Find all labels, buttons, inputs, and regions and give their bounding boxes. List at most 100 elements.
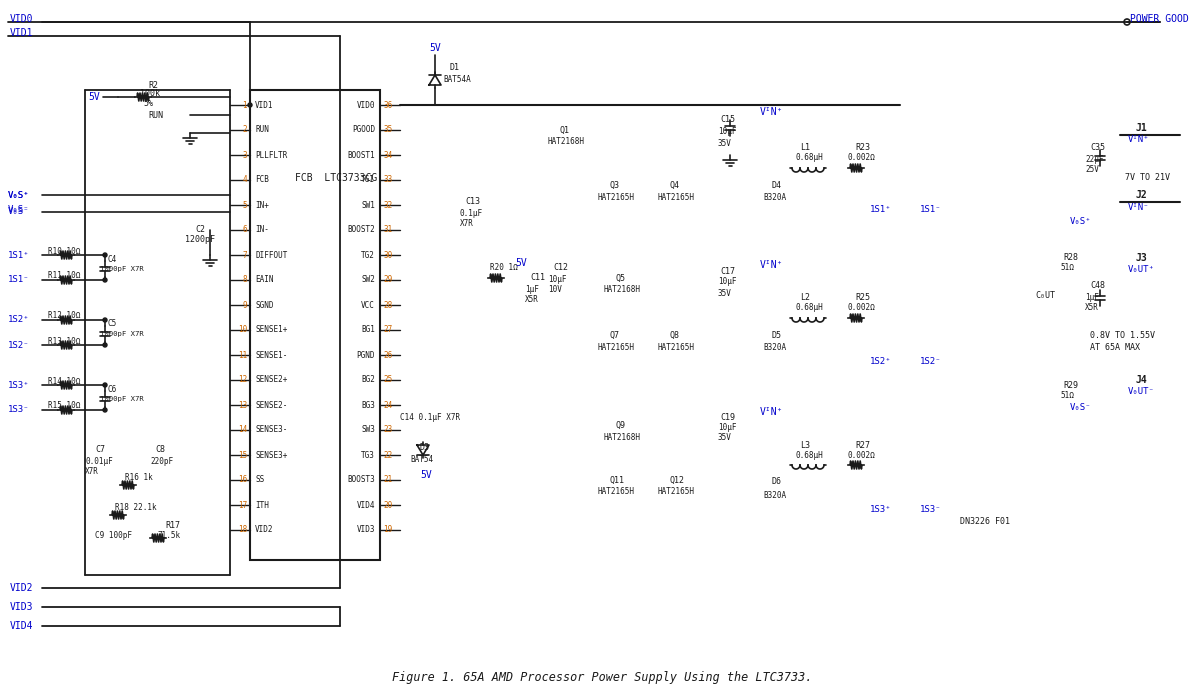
Text: 12: 12 bbox=[237, 376, 247, 384]
Text: VID4: VID4 bbox=[356, 500, 374, 509]
Text: V₀UT⁺: V₀UT⁺ bbox=[1128, 265, 1155, 274]
Text: EAIN: EAIN bbox=[255, 276, 273, 285]
Text: 36: 36 bbox=[383, 100, 393, 109]
Text: D1: D1 bbox=[450, 63, 460, 72]
Text: RUN: RUN bbox=[148, 111, 163, 120]
Text: C9 100pF: C9 100pF bbox=[95, 530, 132, 539]
Text: 0.1μF: 0.1μF bbox=[460, 209, 483, 219]
Text: C2: C2 bbox=[195, 226, 205, 235]
Text: R25: R25 bbox=[855, 294, 870, 303]
Text: 3: 3 bbox=[242, 150, 247, 159]
Text: 34: 34 bbox=[383, 150, 393, 159]
Text: 1μF: 1μF bbox=[525, 285, 539, 294]
Text: 0.68μH: 0.68μH bbox=[795, 154, 822, 162]
Text: POWER GOOD: POWER GOOD bbox=[1131, 14, 1188, 24]
Text: 0.68μH: 0.68μH bbox=[795, 450, 822, 459]
Text: HAT2165H: HAT2165H bbox=[598, 487, 635, 496]
Text: D6: D6 bbox=[772, 477, 783, 487]
Text: 4: 4 bbox=[242, 175, 247, 184]
Text: L1: L1 bbox=[799, 143, 810, 152]
Text: VᴵN⁺: VᴵN⁺ bbox=[760, 407, 784, 417]
Text: 9: 9 bbox=[242, 301, 247, 310]
Text: SENSE2+: SENSE2+ bbox=[255, 376, 288, 384]
Text: 21: 21 bbox=[383, 475, 393, 484]
Text: Q3: Q3 bbox=[610, 180, 620, 189]
Text: VᴵN⁺: VᴵN⁺ bbox=[760, 260, 784, 270]
Text: HAT2165H: HAT2165H bbox=[659, 193, 695, 202]
Text: 27: 27 bbox=[383, 326, 393, 335]
Text: TG2: TG2 bbox=[361, 251, 374, 260]
Text: 1200pF: 1200pF bbox=[185, 235, 216, 244]
Text: 1S1⁺: 1S1⁺ bbox=[8, 251, 30, 260]
Text: PGOOD: PGOOD bbox=[352, 125, 374, 134]
Text: VᴵN⁺: VᴵN⁺ bbox=[760, 107, 784, 117]
Text: 25V: 25V bbox=[1085, 166, 1099, 175]
Text: DIFFOUT: DIFFOUT bbox=[255, 251, 288, 260]
Text: 0.01μF: 0.01μF bbox=[85, 457, 113, 466]
Text: 1μF: 1μF bbox=[1085, 292, 1099, 301]
Bar bbox=[250, 90, 380, 560]
Text: 1S3⁻: 1S3⁻ bbox=[8, 406, 30, 415]
Text: SGND: SGND bbox=[255, 301, 273, 310]
Text: R13 10Ω: R13 10Ω bbox=[48, 336, 81, 345]
Text: HAT2168H: HAT2168H bbox=[548, 138, 585, 146]
Text: Figure 1. 65A AMD Processor Power Supply Using the LTC3733.: Figure 1. 65A AMD Processor Power Supply… bbox=[391, 672, 813, 684]
Text: 35: 35 bbox=[383, 125, 393, 134]
Text: R14 10Ω: R14 10Ω bbox=[48, 377, 81, 386]
Text: 31: 31 bbox=[383, 226, 393, 235]
Text: 5V: 5V bbox=[420, 470, 432, 480]
Text: R28: R28 bbox=[1063, 253, 1078, 262]
Text: R15 10Ω: R15 10Ω bbox=[48, 402, 81, 411]
Text: VID4: VID4 bbox=[10, 621, 34, 631]
Text: V₀S⁺: V₀S⁺ bbox=[8, 191, 30, 200]
Text: PGND: PGND bbox=[356, 351, 374, 360]
Text: X5R: X5R bbox=[1085, 303, 1099, 312]
Text: VᴵN⁻: VᴵN⁻ bbox=[1128, 203, 1150, 212]
Text: R29: R29 bbox=[1063, 381, 1078, 390]
Text: V₀UT⁻: V₀UT⁻ bbox=[1128, 388, 1155, 397]
Text: 1000pF X7R: 1000pF X7R bbox=[100, 396, 143, 402]
Text: 5%: 5% bbox=[143, 99, 153, 107]
Circle shape bbox=[104, 408, 107, 412]
Text: 28: 28 bbox=[383, 301, 393, 310]
Text: SENSE1+: SENSE1+ bbox=[255, 326, 288, 335]
Text: 10V: 10V bbox=[548, 285, 562, 294]
Text: BOOST2: BOOST2 bbox=[347, 226, 374, 235]
Text: IN-: IN- bbox=[255, 226, 268, 235]
Text: 1S1⁻: 1S1⁻ bbox=[920, 205, 942, 214]
Text: Q4: Q4 bbox=[669, 180, 680, 189]
Text: R10 10Ω: R10 10Ω bbox=[48, 246, 81, 255]
Text: C13: C13 bbox=[465, 198, 480, 207]
Text: X7R: X7R bbox=[85, 468, 99, 477]
Text: 10μF: 10μF bbox=[718, 278, 737, 287]
Text: C17: C17 bbox=[720, 267, 734, 276]
Text: 1S3⁻: 1S3⁻ bbox=[920, 505, 942, 514]
Text: VID3: VID3 bbox=[10, 602, 34, 612]
Text: SENSE3+: SENSE3+ bbox=[255, 450, 288, 459]
Circle shape bbox=[104, 278, 107, 282]
Text: D3: D3 bbox=[420, 443, 430, 452]
Text: HAT2168H: HAT2168H bbox=[603, 285, 641, 294]
Text: 10μF: 10μF bbox=[718, 127, 737, 136]
Text: FCB  LTC3733CG: FCB LTC3733CG bbox=[295, 173, 377, 183]
Text: R18 22.1k: R18 22.1k bbox=[116, 503, 157, 512]
Text: 14: 14 bbox=[237, 425, 247, 434]
Text: VᴵN⁺: VᴵN⁺ bbox=[1128, 136, 1150, 145]
Text: SW3: SW3 bbox=[361, 425, 374, 434]
Text: X7R: X7R bbox=[460, 219, 474, 228]
Text: C6: C6 bbox=[107, 384, 117, 393]
Circle shape bbox=[104, 383, 107, 387]
Text: X5R: X5R bbox=[525, 296, 539, 305]
Text: C14 0.1μF X7R: C14 0.1μF X7R bbox=[400, 413, 460, 422]
Text: 7: 7 bbox=[242, 251, 247, 260]
Text: R11 10Ω: R11 10Ω bbox=[48, 271, 81, 280]
Text: SENSE1-: SENSE1- bbox=[255, 351, 288, 360]
Text: 0.002Ω: 0.002Ω bbox=[848, 450, 875, 459]
Text: V₀S⁻: V₀S⁻ bbox=[8, 207, 30, 216]
Text: C19: C19 bbox=[720, 413, 734, 422]
Text: D5: D5 bbox=[772, 331, 783, 340]
Text: DN3226 F01: DN3226 F01 bbox=[960, 518, 1010, 526]
Text: 1: 1 bbox=[242, 100, 247, 109]
Text: R20 1Ω: R20 1Ω bbox=[490, 264, 518, 273]
Text: 5: 5 bbox=[242, 200, 247, 209]
